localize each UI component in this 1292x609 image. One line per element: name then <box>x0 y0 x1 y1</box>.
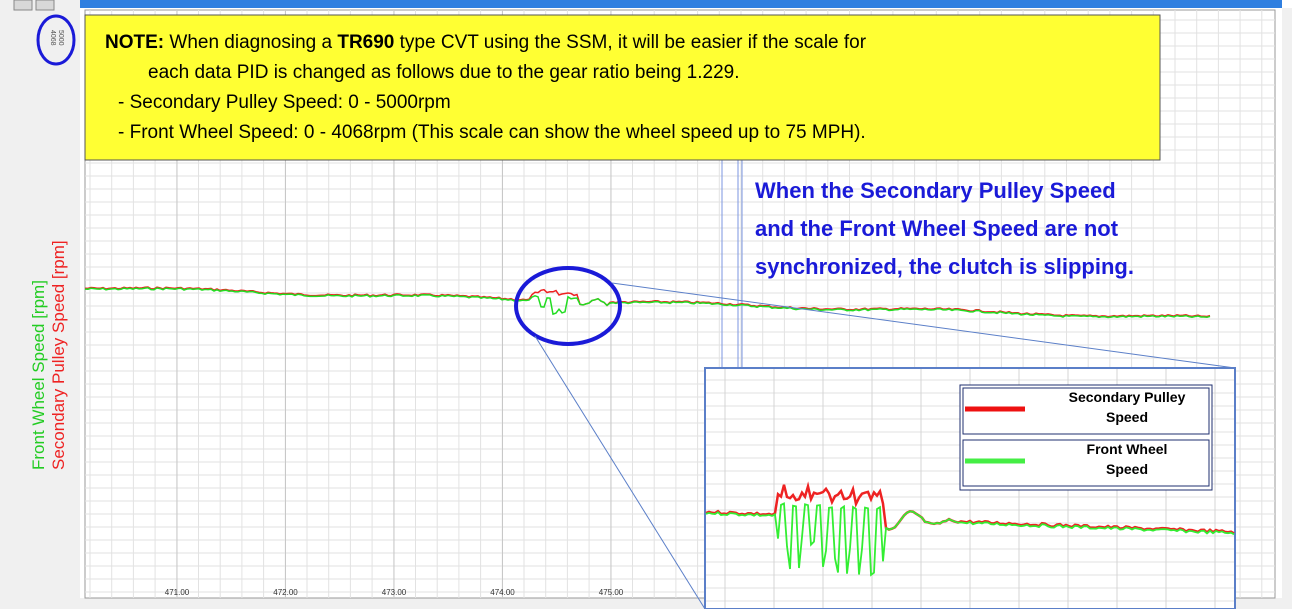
left-panel <box>0 0 80 609</box>
traces <box>84 286 1211 319</box>
legend-label: Front Wheel <box>1087 441 1168 457</box>
zoom-panel: Secondary Pulley Speed Front Wheel Speed <box>704 367 1236 609</box>
legend-label: Secondary Pulley <box>1069 389 1186 405</box>
toolbar-button[interactable] <box>35 0 55 11</box>
note-box <box>84 14 1161 161</box>
trace-red <box>84 286 1211 318</box>
annotation-line: When the Secondary Pulley Speed <box>755 178 1116 203</box>
annotation-line: synchronized, the clutch is slipping. <box>755 254 1134 279</box>
trace-green <box>84 287 1211 319</box>
note-text: When diagnosing a <box>164 32 337 53</box>
x-tick-label: 473.00 <box>382 588 407 597</box>
note-line: each data PID is changed as follows due … <box>148 62 740 83</box>
x-tick-label: 471.00 <box>165 588 190 597</box>
x-tick-label: 474.00 <box>490 588 515 597</box>
y-axis-label: Front Wheel Speed [rpm] <box>29 280 48 470</box>
y-axis-label: Secondary Pulley Speed [rpm] <box>49 240 68 470</box>
note-lead: NOTE: <box>105 32 164 53</box>
scale-label: 4068 <box>49 30 56 46</box>
x-tick-label: 472.00 <box>273 588 298 597</box>
zoom-connector <box>534 335 706 609</box>
scrollbar[interactable] <box>1282 8 1292 609</box>
toolbar-button[interactable] <box>13 0 33 11</box>
title-bar <box>80 0 1282 8</box>
highlight-circle <box>36 14 76 66</box>
legend-label: Speed <box>1106 461 1148 477</box>
scale-labels: 4068 5000 <box>49 30 64 46</box>
annotation-line: and the Front Wheel Speed are not <box>755 216 1119 241</box>
note-line: - Secondary Pulley Speed: 0 - 5000rpm <box>118 92 451 113</box>
note-text: type CVT using the SSM, it will be easie… <box>394 32 866 53</box>
note-model: TR690 <box>337 32 394 53</box>
note-line: NOTE: When diagnosing a TR690 type CVT u… <box>105 32 867 53</box>
legend-label: Speed <box>1106 409 1148 425</box>
x-tick-label: 475.00 <box>599 588 624 597</box>
zoom-trace-green <box>705 502 1235 577</box>
zoom-trace-red <box>705 481 1235 535</box>
highlight-circle <box>514 266 622 346</box>
scale-label: 5000 <box>57 30 64 46</box>
note-line: - Front Wheel Speed: 0 - 4068rpm (This s… <box>118 122 866 143</box>
status-strip <box>0 598 1282 609</box>
zoom-connector <box>611 282 1236 369</box>
